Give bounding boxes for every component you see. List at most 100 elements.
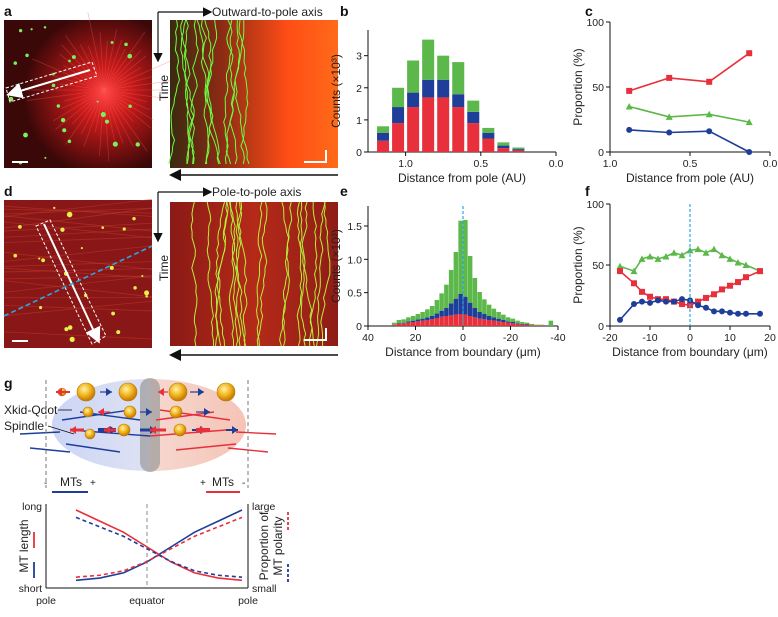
qdot-spot [18, 29, 23, 33]
bar-blue [444, 308, 449, 316]
force-arrow-head [232, 426, 238, 434]
force-arrow-head [150, 426, 156, 434]
aster-ray [103, 58, 175, 91]
point-blue [735, 310, 741, 317]
bar-red [434, 318, 440, 326]
bar-green [453, 252, 459, 299]
kymo-track [256, 201, 263, 347]
aster-ray [103, 29, 117, 91]
spindle-fiber [3, 245, 153, 262]
y-tick-label: 1 [356, 115, 362, 127]
g-blue-length-curve [75, 509, 243, 582]
spindle-fiber [3, 208, 153, 214]
mts-left-label: MTs [60, 475, 82, 489]
aster-ray [65, 35, 105, 91]
point-green [616, 262, 624, 270]
xkid-qdot [123, 405, 137, 419]
kymo-track [226, 19, 238, 165]
bar-red [392, 123, 405, 152]
kymo-track [299, 201, 307, 347]
bar-green [458, 220, 463, 294]
point-green [726, 255, 734, 262]
kymograph-top: Outward-to-pole axis Time [153, 5, 338, 181]
aster-ray [87, 12, 105, 91]
spindle-fiber [3, 304, 153, 312]
bar-green [520, 322, 525, 324]
y-tick-label: 1.0 [347, 254, 362, 266]
point-blue [631, 301, 637, 308]
bar-red [452, 107, 465, 152]
kymo-track [235, 201, 248, 347]
qdot-spot [60, 227, 65, 232]
point-red [695, 298, 701, 305]
bar-blue [477, 312, 482, 319]
bar-red [497, 148, 510, 152]
g-x-tick-mid: equator [129, 595, 165, 607]
qdot-spot [135, 142, 140, 147]
point-green [670, 249, 678, 256]
qdot-spot [83, 293, 88, 298]
xkid-qdot [117, 423, 131, 437]
bar-red [453, 314, 459, 326]
point-green [702, 249, 710, 256]
bar-red [524, 324, 530, 326]
mts-right-minus: - [242, 478, 245, 489]
bar-green [482, 127, 495, 133]
qdot-spot [18, 224, 22, 229]
bar-blue [472, 308, 478, 318]
bar-green [524, 322, 530, 324]
kymo-track [234, 19, 250, 165]
point-red [743, 274, 749, 281]
bar-blue [420, 318, 425, 321]
x-tick-label: 0.0 [549, 158, 564, 170]
bar-blue [437, 79, 450, 98]
panel-label-g: g [4, 375, 13, 391]
aster-ray [94, 89, 105, 133]
qdot-spot [122, 227, 126, 231]
bar-green [377, 126, 390, 133]
panel-label-f: f [585, 183, 590, 199]
bar-green [434, 300, 440, 314]
aster-ray [103, 89, 148, 103]
bar-red [496, 321, 501, 326]
bar-blue [467, 111, 480, 124]
point-blue [706, 128, 713, 135]
point-red [711, 291, 717, 298]
force-arrow-head [146, 408, 152, 416]
y-tick-label: 0 [356, 147, 362, 159]
bar-blue [482, 314, 487, 320]
bar-red [510, 323, 516, 326]
point-red [703, 294, 709, 301]
bar-blue [415, 319, 421, 322]
y-tick-label: 0 [598, 321, 604, 333]
bar-green [491, 308, 497, 318]
mt-red [235, 431, 277, 435]
bar-green [422, 39, 435, 80]
aster-ray [103, 48, 126, 91]
bar-green [512, 147, 525, 150]
point-red [757, 268, 763, 275]
bar-green [444, 284, 449, 308]
chart-f: -20 -10 0 10 20 0 50 100 Distance from boundary … [571, 199, 776, 359]
g-blue-polarity-curve [75, 516, 243, 578]
spindle-fiber [3, 268, 153, 273]
panel-label-d: d [4, 183, 13, 199]
xkid-qdot [173, 423, 187, 437]
aster-ray [103, 67, 142, 91]
aster-ray [103, 31, 146, 91]
qdot-spot [41, 258, 46, 263]
mt-red [175, 443, 237, 451]
aster-ray [52, 89, 105, 122]
point-green [718, 251, 726, 259]
point-blue [639, 298, 645, 305]
bar-green [407, 60, 420, 93]
point-red [617, 268, 623, 275]
aster-ray [80, 89, 105, 135]
y-tick-label: 50 [592, 260, 604, 272]
bar-red [529, 325, 535, 326]
spindle-fiber [3, 222, 153, 232]
qdot-spot [145, 294, 148, 298]
point-green [665, 113, 673, 120]
bar-red [520, 324, 525, 326]
kymo-track [215, 201, 229, 347]
